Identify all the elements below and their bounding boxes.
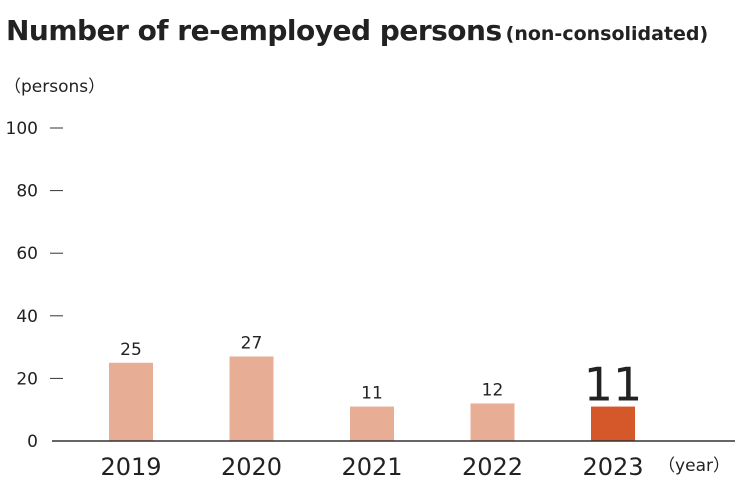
- data-label-2021: 11: [361, 384, 383, 404]
- data-label-2020: 27: [241, 333, 263, 353]
- bar-2019: [109, 362, 153, 441]
- x-tick-label-2019: 2019: [100, 453, 161, 481]
- chart-title: Number of re-employed persons: [6, 14, 502, 47]
- bar-2023: [591, 406, 635, 441]
- data-label-2019: 25: [120, 340, 142, 360]
- x-tick-label-2023: 2023: [582, 453, 643, 481]
- y-axis-label: （persons）: [4, 77, 106, 97]
- bar-2020: [229, 356, 274, 441]
- y-tick-label: 20: [16, 369, 38, 389]
- y-tick-label: 100: [6, 119, 38, 139]
- chart-subtitle: (non-consolidated): [505, 23, 709, 45]
- x-tick-label-2021: 2021: [341, 453, 402, 481]
- y-tick-label: 40: [16, 307, 38, 327]
- data-label-2022: 12: [482, 380, 504, 400]
- y-tick-label: 0: [27, 432, 38, 452]
- y-tick-label: 80: [16, 182, 38, 202]
- x-tick-label-2022: 2022: [462, 453, 523, 481]
- bar-2021: [350, 406, 394, 441]
- x-tick-label-2020: 2020: [221, 453, 282, 481]
- data-label-2023: 11: [584, 358, 643, 412]
- y-tick-label: 60: [16, 244, 38, 264]
- chart-title-block: Number of re-employed persons (non-consol…: [6, 14, 708, 47]
- bar-2022: [470, 403, 515, 441]
- x-axis-label: （year）: [658, 456, 730, 476]
